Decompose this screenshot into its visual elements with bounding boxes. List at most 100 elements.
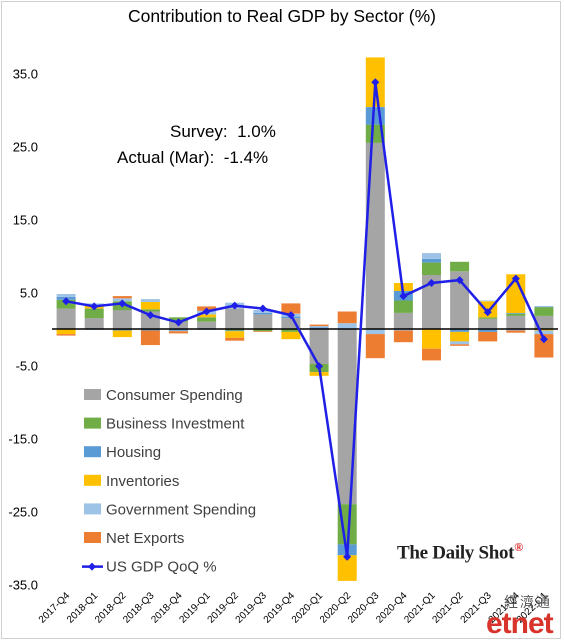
bar-consumer-spending-2018-Q1 bbox=[84, 318, 104, 329]
bar-consumer-spending-2019-Q4 bbox=[281, 318, 301, 329]
bar-consumer-spending-2020-Q2 bbox=[337, 329, 357, 505]
bar-housing-2019-Q3 bbox=[253, 312, 273, 315]
bar-business-investment-2021-Q4 bbox=[506, 313, 526, 316]
bar-inventories-2021-Q2 bbox=[450, 331, 470, 342]
bar-net-exports-2021-Q4 bbox=[506, 330, 526, 333]
brand-logo: The Daily Shot® bbox=[397, 540, 523, 564]
bar-business-investment-2021-Q1 bbox=[422, 262, 441, 275]
bar-consumer-spending-2021-Q1 bbox=[422, 275, 441, 329]
bar-business-investment-2022-Q1 bbox=[534, 307, 554, 316]
bar-housing-2021-Q2 bbox=[450, 329, 470, 332]
bar-consumer-spending-2017-Q4 bbox=[56, 308, 76, 329]
bar-inventories-2018-Q3 bbox=[140, 302, 160, 310]
bar-net-exports-2021-Q1 bbox=[422, 348, 441, 361]
gdp-point-2017-Q4 bbox=[62, 297, 71, 306]
bar-government-spending-2021-Q2 bbox=[450, 341, 470, 345]
y-tick-label: -35.0 bbox=[8, 578, 38, 593]
gdp-point-2020-Q1 bbox=[315, 362, 324, 371]
gdp-point-2021-Q2 bbox=[455, 276, 464, 285]
bar-housing-2021-Q1 bbox=[422, 258, 441, 263]
bar-business-investment-2019-Q3 bbox=[253, 329, 273, 332]
bar-government-spending-2021-Q1 bbox=[422, 253, 441, 259]
bar-net-exports-2020-Q4 bbox=[393, 330, 413, 343]
gdp-line-layer bbox=[62, 78, 548, 561]
bar-business-investment-2018-Q1 bbox=[84, 308, 104, 319]
legend-label: Net Exports bbox=[106, 530, 184, 547]
bar-consumer-spending-2021-Q4 bbox=[506, 315, 526, 329]
bar-net-exports-2019-Q2 bbox=[225, 337, 245, 341]
bar-business-investment-2021-Q2 bbox=[450, 261, 470, 272]
gdp-point-2019-Q4 bbox=[286, 311, 295, 320]
bar-inventories-2020-Q2 bbox=[337, 555, 357, 581]
bar-government-spending-2020-Q3 bbox=[365, 329, 385, 335]
y-tick-label: -5.0 bbox=[16, 359, 38, 374]
watermark-logo: etnet bbox=[486, 607, 554, 640]
gdp-point-2018-Q1 bbox=[90, 302, 99, 311]
bar-consumer-spending-2021-Q3 bbox=[478, 318, 498, 329]
y-tick-label: -25.0 bbox=[8, 505, 38, 520]
gdp-point-2018-Q3 bbox=[146, 311, 155, 320]
bar-inventories-2021-Q1 bbox=[422, 329, 441, 349]
gdp-point-2022-Q1 bbox=[539, 335, 548, 344]
bar-government-spending-2021-Q3 bbox=[478, 300, 498, 302]
legend-swatch-inventories bbox=[84, 474, 101, 486]
legend-line-marker bbox=[88, 562, 96, 571]
legend-label: Government Spending bbox=[106, 501, 256, 518]
bar-inventories-2019-Q2 bbox=[225, 331, 245, 338]
gdp-point-2019-Q1 bbox=[202, 307, 211, 316]
bar-inventories-2017-Q4 bbox=[56, 329, 76, 335]
bar-net-exports-2018-Q3 bbox=[140, 330, 160, 346]
legend-label: Housing bbox=[106, 444, 161, 461]
legend-swatch-housing bbox=[84, 446, 101, 458]
bar-net-exports-2017-Q4 bbox=[56, 334, 76, 336]
bar-consumer-spending-2020-Q3 bbox=[365, 142, 385, 329]
chart-title: Contribution to Real GDP by Sector (%) bbox=[127, 6, 436, 26]
legend-label: US GDP QoQ % bbox=[106, 559, 217, 576]
bar-consumer-spending-2020-Q4 bbox=[393, 312, 413, 329]
gdp-point-2021-Q3 bbox=[483, 308, 492, 317]
legend-label: Business Investment bbox=[106, 416, 245, 433]
y-tick-label: 35.0 bbox=[13, 67, 38, 82]
legend-swatch-government-spending bbox=[84, 503, 101, 515]
survey-annotation: Survey: 1.0% bbox=[170, 122, 276, 141]
watermark-chinese: 經濟通 bbox=[504, 594, 552, 610]
bar-net-exports-2022-Q1 bbox=[534, 334, 554, 358]
gdp-point-2018-Q4 bbox=[174, 318, 183, 327]
bar-government-spending-2018-Q4 bbox=[169, 330, 188, 332]
bar-net-exports-2021-Q2 bbox=[450, 344, 470, 346]
bar-net-exports-2019-Q3 bbox=[253, 331, 273, 332]
bar-business-investment-2021-Q3 bbox=[478, 317, 498, 319]
legend-swatch-consumer-spending bbox=[84, 389, 101, 400]
y-tick-label: -15.0 bbox=[8, 432, 38, 447]
gdp-point-2020-Q3 bbox=[371, 78, 380, 87]
bar-business-investment-2019-Q4 bbox=[281, 329, 301, 332]
y-tick-label: 5.0 bbox=[20, 286, 38, 301]
bar-consumer-spending-2019-Q2 bbox=[225, 308, 245, 329]
bar-net-exports-2020-Q2 bbox=[337, 311, 357, 324]
bar-business-investment-2018-Q3 bbox=[140, 309, 160, 312]
bar-government-spending-2022-Q1 bbox=[534, 330, 554, 335]
gdp-point-2021-Q1 bbox=[427, 279, 436, 288]
bar-government-spending-2017-Q4 bbox=[56, 294, 76, 297]
bar-housing-2020-Q3 bbox=[365, 107, 385, 125]
gdp-point-2019-Q3 bbox=[258, 304, 267, 313]
legend-swatch-net-exports bbox=[84, 532, 101, 543]
bar-net-exports-2018-Q4 bbox=[169, 331, 188, 334]
bar-housing-2022-Q1 bbox=[534, 306, 554, 308]
brand-mark: ® bbox=[514, 540, 523, 554]
legend-swatch-business-investment bbox=[84, 417, 101, 429]
bar-net-exports-2020-Q3 bbox=[365, 334, 385, 359]
bar-net-exports-2020-Q1 bbox=[309, 324, 329, 327]
gdp-line bbox=[65, 82, 546, 557]
bar-consumer-spending-2019-Q3 bbox=[253, 314, 273, 329]
bar-inventories-2018-Q2 bbox=[112, 330, 132, 338]
bar-business-investment-2020-Q4 bbox=[393, 300, 413, 313]
bar-net-exports-2021-Q3 bbox=[478, 331, 498, 342]
gdp-point-2020-Q4 bbox=[399, 292, 408, 301]
bar-inventories-2019-Q1 bbox=[197, 314, 217, 318]
actual-annotation: Actual (Mar): -1.4% bbox=[117, 148, 269, 167]
bar-business-investment-2020-Q3 bbox=[365, 124, 385, 143]
bar-government-spending-2020-Q2 bbox=[337, 323, 357, 329]
bar-net-exports-2019-Q4 bbox=[281, 303, 301, 314]
